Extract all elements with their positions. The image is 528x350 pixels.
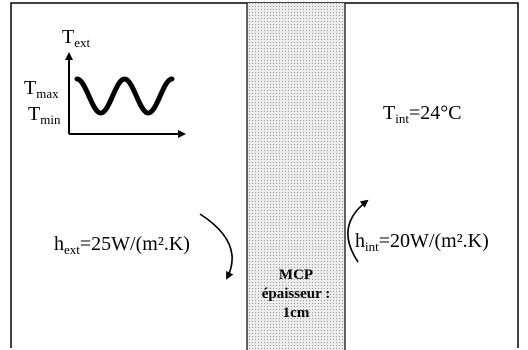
exterior-convection-arrow xyxy=(199,213,234,280)
mcp-thickness-caption: épaisseur : xyxy=(261,286,331,302)
mcp-label: MCP épaisseur : 1cm xyxy=(249,266,343,323)
mcp-thickness-value: 1cm xyxy=(282,305,310,321)
interior-convection-arrow xyxy=(347,199,369,263)
h-int-label: hint=20W/(m².K) xyxy=(355,230,489,254)
inset-y-axis-label: Text xyxy=(62,26,91,50)
t-int-label: Tint=24°C xyxy=(383,102,462,126)
t-max-label: Tmax xyxy=(24,77,59,101)
mcp-layer xyxy=(247,3,345,350)
t-min-label: Tmin xyxy=(28,103,61,127)
temperature-wave xyxy=(74,76,175,116)
h-ext-label: hext=25W/(m².K) xyxy=(54,233,190,257)
mcp-name: MCP xyxy=(278,267,314,283)
